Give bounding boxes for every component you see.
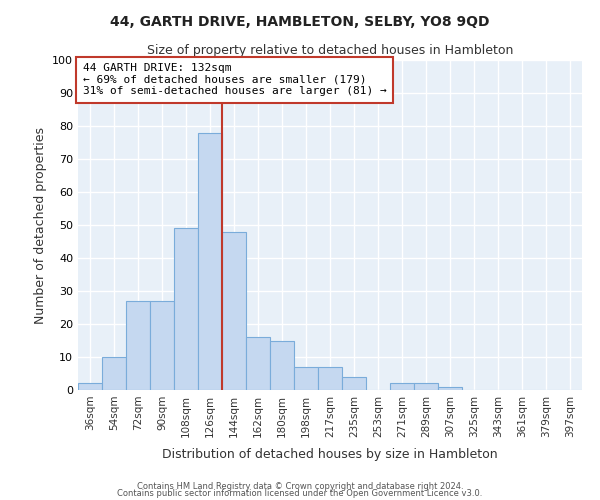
- Bar: [318, 367, 342, 390]
- Bar: [414, 384, 438, 390]
- Bar: [342, 377, 366, 390]
- Text: Contains HM Land Registry data © Crown copyright and database right 2024.: Contains HM Land Registry data © Crown c…: [137, 482, 463, 491]
- Text: Contains public sector information licensed under the Open Government Licence v3: Contains public sector information licen…: [118, 489, 482, 498]
- Bar: [438, 386, 462, 390]
- Bar: [150, 301, 174, 390]
- Title: Size of property relative to detached houses in Hambleton: Size of property relative to detached ho…: [147, 44, 513, 58]
- Bar: [198, 132, 222, 390]
- Bar: [78, 384, 102, 390]
- Bar: [222, 232, 246, 390]
- Bar: [174, 228, 198, 390]
- Y-axis label: Number of detached properties: Number of detached properties: [34, 126, 47, 324]
- Bar: [102, 357, 126, 390]
- Bar: [390, 384, 414, 390]
- Bar: [246, 337, 270, 390]
- Bar: [294, 367, 318, 390]
- Bar: [126, 301, 150, 390]
- Text: 44 GARTH DRIVE: 132sqm
← 69% of detached houses are smaller (179)
31% of semi-de: 44 GARTH DRIVE: 132sqm ← 69% of detached…: [83, 64, 387, 96]
- Text: 44, GARTH DRIVE, HAMBLETON, SELBY, YO8 9QD: 44, GARTH DRIVE, HAMBLETON, SELBY, YO8 9…: [110, 15, 490, 29]
- Bar: [270, 340, 294, 390]
- X-axis label: Distribution of detached houses by size in Hambleton: Distribution of detached houses by size …: [162, 448, 498, 461]
